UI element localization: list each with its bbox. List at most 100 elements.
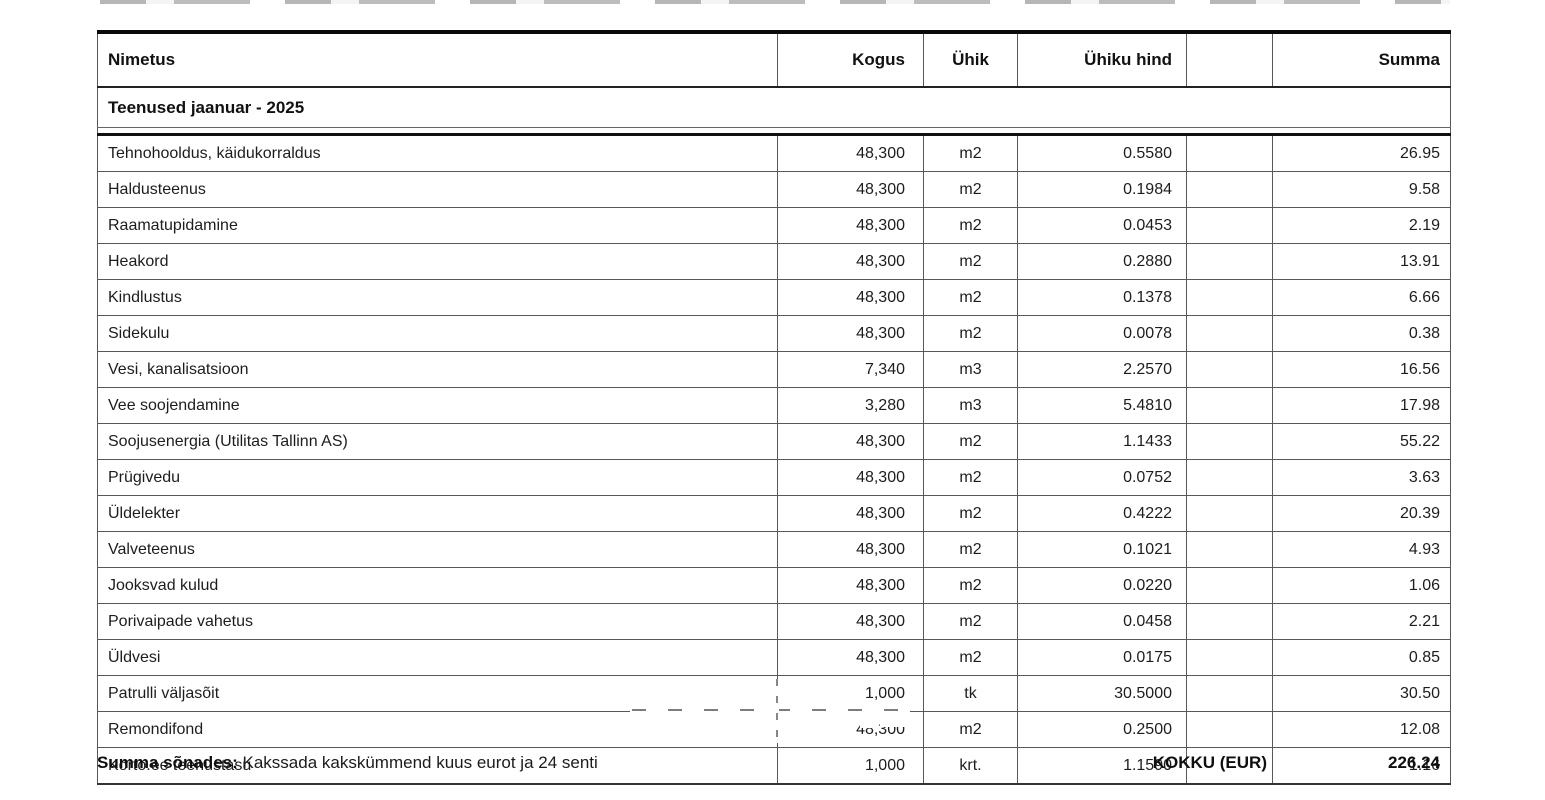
- row-unit-price-cell: 1.1433: [1017, 423, 1187, 460]
- row-unit-price-cell: 0.4222: [1017, 495, 1187, 532]
- row-unit-price-cell: 5.4810: [1017, 387, 1187, 424]
- row-unit-price-cell: 0.0175: [1017, 639, 1187, 676]
- row-quantity-cell: 48,300: [777, 207, 924, 244]
- row-name-cell: Tehnohooldus, käidukorraldus: [97, 134, 778, 172]
- row-quantity-cell: 7,340: [777, 351, 924, 388]
- row-unit-price-cell: 0.0078: [1017, 315, 1187, 352]
- row-name-cell: Üldvesi: [97, 639, 778, 676]
- section-header-row: Teenused jaanuar - 2025: [97, 86, 1451, 128]
- row-unit-cell: m2: [923, 711, 1018, 748]
- amount-in-words-label: Summa sõnades:: [97, 753, 238, 772]
- row-blank-cell: [1186, 387, 1273, 424]
- row-unit-cell: krt.: [923, 747, 1018, 785]
- row-unit-price-cell: 0.0453: [1017, 207, 1187, 244]
- section-divider: [97, 127, 1451, 136]
- row-quantity-cell: 48,300: [777, 243, 924, 280]
- row-unit-cell: m2: [923, 639, 1018, 676]
- table-row: Tehnohooldus, käidukorraldus 48,300 m2 0.55…: [97, 134, 1451, 172]
- row-blank-cell: [1186, 134, 1273, 172]
- column-header-uhik: Ühik: [923, 31, 1018, 88]
- row-unit-price-cell: 0.5580: [1017, 134, 1187, 172]
- row-unit-cell: m2: [923, 603, 1018, 640]
- row-blank-cell: [1186, 279, 1273, 316]
- row-amount-cell: 1.16: [1272, 747, 1451, 785]
- row-quantity-cell: 1,000: [777, 747, 924, 785]
- amount-in-words-text: Kakssada kakskümmend kuus eurot ja 24 se…: [242, 753, 598, 772]
- row-amount-cell: 16.56: [1272, 351, 1451, 388]
- row-unit-price-cell: 0.0458: [1017, 603, 1187, 640]
- invoice-table: Nimetus Kogus Ühik Ühiku hind Summa Teen…: [97, 30, 1451, 785]
- column-header-summa: Summa: [1272, 31, 1451, 88]
- row-quantity-cell: 48,300: [777, 567, 924, 604]
- row-amount-cell: 9.58: [1272, 171, 1451, 208]
- total-value: 226.24: [1388, 753, 1440, 772]
- section-header-label: Teenused jaanuar - 2025: [97, 86, 1451, 128]
- column-header-nimetus: Nimetus: [97, 31, 778, 88]
- row-blank-cell: [1186, 171, 1273, 208]
- row-unit-cell: m2: [923, 567, 1018, 604]
- row-blank-cell: [1186, 567, 1273, 604]
- row-unit-price-cell: 0.1021: [1017, 531, 1187, 568]
- row-name-cell: Remondifond: [97, 711, 778, 748]
- row-amount-cell: 17.98: [1272, 387, 1451, 424]
- row-quantity-cell: 48,300: [777, 639, 924, 676]
- scan-smudge-artifact: [100, 0, 1450, 4]
- row-name-cell: Vee soojendamine: [97, 387, 778, 424]
- row-unit-price-cell: 0.1984: [1017, 171, 1187, 208]
- row-blank-cell: [1186, 639, 1273, 676]
- row-name-cell: Heakord: [97, 243, 778, 280]
- row-name-cell: Sidekulu: [97, 315, 778, 352]
- row-blank-cell: [1186, 747, 1273, 785]
- table-row: Sidekulu 48,300 m2 0.0078 0.38: [97, 315, 1451, 352]
- row-amount-cell: 6.66: [1272, 279, 1451, 316]
- row-unit-cell: m2: [923, 134, 1018, 172]
- row-unit-price-cell: 0.0752: [1017, 459, 1187, 496]
- row-unit-cell: m2: [923, 207, 1018, 244]
- table-row: Patrulli väljasõit 1,000 tk 30.5000 30.50: [97, 675, 1451, 712]
- row-name-cell: Üldelekter: [97, 495, 778, 532]
- row-unit-cell: m3: [923, 387, 1018, 424]
- table-row: Prügivedu 48,300 m2 0.0752 3.63: [97, 459, 1451, 496]
- row-blank-cell: [1186, 207, 1273, 244]
- column-header-blank: [1186, 31, 1273, 88]
- row-unit-price-cell: 0.2880: [1017, 243, 1187, 280]
- row-amount-cell: 30.50: [1272, 675, 1451, 712]
- row-unit-cell: m2: [923, 279, 1018, 316]
- row-blank-cell: [1186, 531, 1273, 568]
- row-unit-cell: m2: [923, 243, 1018, 280]
- row-quantity-cell: 48,300: [777, 711, 924, 748]
- invoice-document: Nimetus Kogus Ühik Ühiku hind Summa Teen…: [97, 30, 1451, 785]
- row-amount-cell: 4.93: [1272, 531, 1451, 568]
- row-quantity-cell: 48,300: [777, 171, 924, 208]
- row-blank-cell: [1186, 459, 1273, 496]
- row-amount-cell: 55.22: [1272, 423, 1451, 460]
- total-label: KOKKU (EUR): [1152, 753, 1267, 772]
- row-quantity-cell: 3,280: [777, 387, 924, 424]
- row-quantity-cell: 48,300: [777, 279, 924, 316]
- table-row: Raamatupidamine 48,300 m2 0.0453 2.19: [97, 207, 1451, 244]
- row-unit-price-cell: 2.2570: [1017, 351, 1187, 388]
- row-amount-cell: 12.08: [1272, 711, 1451, 748]
- row-unit-price-cell: 1.1590: [1017, 747, 1187, 785]
- column-header-uhiku-hind: Ühiku hind: [1017, 31, 1187, 88]
- row-quantity-cell: 48,300: [777, 423, 924, 460]
- row-unit-cell: m3: [923, 351, 1018, 388]
- row-unit-price-cell: 0.0220: [1017, 567, 1187, 604]
- row-amount-cell: 2.21: [1272, 603, 1451, 640]
- row-amount-cell: 0.38: [1272, 315, 1451, 352]
- row-name-cell: Soojusenergia (Utilitas Tallinn AS): [97, 423, 778, 460]
- row-amount-cell: 1.06: [1272, 567, 1451, 604]
- column-header-kogus: Kogus: [777, 31, 924, 88]
- row-blank-cell: [1186, 423, 1273, 460]
- table-header-row: Nimetus Kogus Ühik Ühiku hind Summa: [97, 31, 1451, 88]
- dashed-line-artifact: [632, 709, 908, 711]
- row-amount-cell: 13.91: [1272, 243, 1451, 280]
- row-quantity-cell: 48,300: [777, 495, 924, 532]
- row-name-cell: Korto.ee teenustasu: [97, 747, 778, 785]
- row-name-cell: Patrulli väljasõit: [97, 675, 778, 712]
- row-unit-price-cell: 0.2500: [1017, 711, 1187, 748]
- row-unit-cell: m2: [923, 459, 1018, 496]
- table-row: Vesi, kanalisatsioon 7,340 m3 2.2570 16.56: [97, 351, 1451, 388]
- table-row: Porivaipade vahetus 48,300 m2 0.0458 2.21: [97, 603, 1451, 640]
- table-row: Haldusteenus 48,300 m2 0.1984 9.58: [97, 171, 1451, 208]
